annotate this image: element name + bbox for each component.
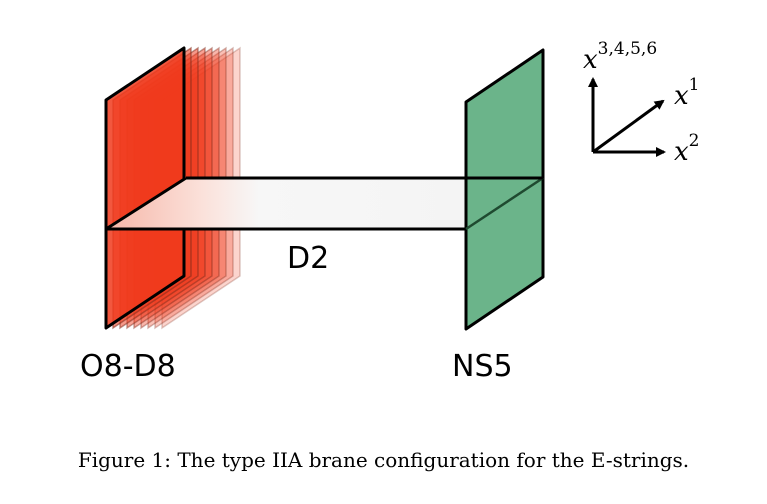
d2-label: D2	[287, 241, 329, 276]
axis-horizontal-label: x2	[674, 131, 700, 167]
axis-vertical-label: x3,4,5,6	[583, 39, 657, 75]
figure-caption: Figure 1: The type IIA brane configurati…	[77, 448, 690, 472]
axis-diagonal-label: x1	[674, 75, 700, 111]
ns5-label: NS5	[452, 349, 513, 384]
axis-diagonal-arrow	[592, 99, 665, 154]
o8-d8-label: O8-D8	[80, 349, 176, 384]
axes-legend: x3,4,5,6 x1 x2	[583, 39, 700, 167]
ns5-plane	[464, 48, 545, 331]
d2-left-edge	[105, 176, 187, 231]
d2-ns5-intersection	[465, 176, 544, 231]
o8-plane	[104, 46, 186, 330]
d2-strip	[106, 178, 543, 229]
